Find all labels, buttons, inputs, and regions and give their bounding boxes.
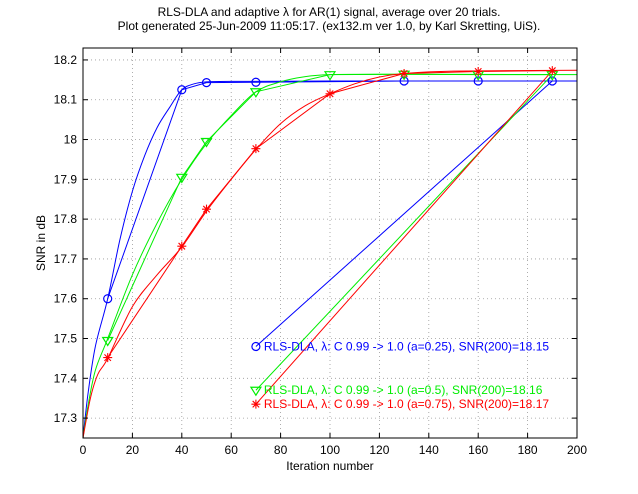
y-axis-label: SNR in dB <box>34 215 48 271</box>
y-tick-label: 17.4 <box>54 371 78 385</box>
series-markers <box>101 66 559 409</box>
y-tick-label: 17.6 <box>54 292 78 306</box>
x-tick-label: 80 <box>274 443 288 457</box>
x-tick-label: 100 <box>320 443 340 457</box>
data-point-a=0.25 <box>473 76 483 86</box>
series-label-a=0.5: RLS-DLA, λ: C 0.99 -> 1.0 (a=0.5), SNR(2… <box>264 383 543 397</box>
x-tick-label: 140 <box>419 443 439 457</box>
series-end-marker-a=0.75 <box>251 399 261 409</box>
chart-title-line-2: Plot generated 25-Jun-2009 11:05:17. (ex… <box>118 19 541 33</box>
series-curve-a=0.25 <box>82 80 578 439</box>
data-point-a=0.75 <box>202 204 211 214</box>
data-point-a=0.5 <box>249 88 262 98</box>
y-tick-label: 17.9 <box>54 172 78 186</box>
grid-lines <box>83 48 577 438</box>
series-labels: RLS-DLA, λ: C 0.99 -> 1.0 (a=0.25), SNR(… <box>264 339 549 411</box>
x-tick-label: 40 <box>175 443 189 457</box>
series-end-marker-a=0.25 <box>251 341 261 352</box>
data-point-a=0.25 <box>177 85 187 95</box>
y-tick-label: 18.1 <box>54 93 78 107</box>
axis-ticks: 0 20 40 60 80 100 120 140 160 180 200 17.3 17.4 17.5 1… <box>54 48 587 457</box>
data-point-a=0.25 <box>251 77 261 87</box>
y-tick-label: 17.7 <box>54 252 78 266</box>
data-point-a=0.5 <box>101 336 114 347</box>
data-point-a=0.75 <box>473 66 483 76</box>
x-tick-label: 20 <box>126 443 140 457</box>
data-point-a=0.5 <box>200 137 213 148</box>
data-point-a=0.25 <box>547 76 557 86</box>
x-tick-label: 200 <box>567 443 587 457</box>
x-tick-label: 0 <box>80 443 87 457</box>
data-point-a=0.75 <box>103 353 113 363</box>
y-tick-label: 17.8 <box>54 212 78 226</box>
y-tick-label: 17.5 <box>54 332 78 346</box>
data-point-a=0.5 <box>323 71 337 81</box>
x-tick-label: 120 <box>369 443 389 457</box>
data-point-a=0.75 <box>547 66 557 76</box>
data-point-a=0.75 <box>399 68 409 78</box>
x-tick-label: 180 <box>518 443 538 457</box>
series-marker-line-a=0.5 <box>107 73 554 391</box>
series-label-a=0.25: RLS-DLA, λ: C 0.99 -> 1.0 (a=0.25), SNR(… <box>264 339 549 353</box>
data-point-a=0.75 <box>177 241 187 251</box>
x-tick-label: 60 <box>225 443 239 457</box>
y-tick-label: 18 <box>64 133 78 147</box>
y-tick-label: 18.2 <box>54 53 78 67</box>
data-point-a=0.75 <box>325 89 335 99</box>
data-point-a=0.25 <box>201 78 212 88</box>
x-tick-label: 160 <box>468 443 488 457</box>
chart-title-line-1: RLS-DLA and adaptive λ for AR(1) signal,… <box>158 5 501 19</box>
series-end-marker-a=0.5 <box>249 386 262 397</box>
data-point-a=0.25 <box>103 294 113 304</box>
data-point-a=0.5 <box>175 173 188 184</box>
series-label-a=0.75: RLS-DLA, λ: C 0.99 -> 1.0 (a=0.75), SNR(… <box>264 397 549 411</box>
y-tick-label: 17.3 <box>54 411 78 425</box>
data-point-a=0.75 <box>251 144 261 154</box>
x-axis-label: Iteration number <box>286 459 373 473</box>
